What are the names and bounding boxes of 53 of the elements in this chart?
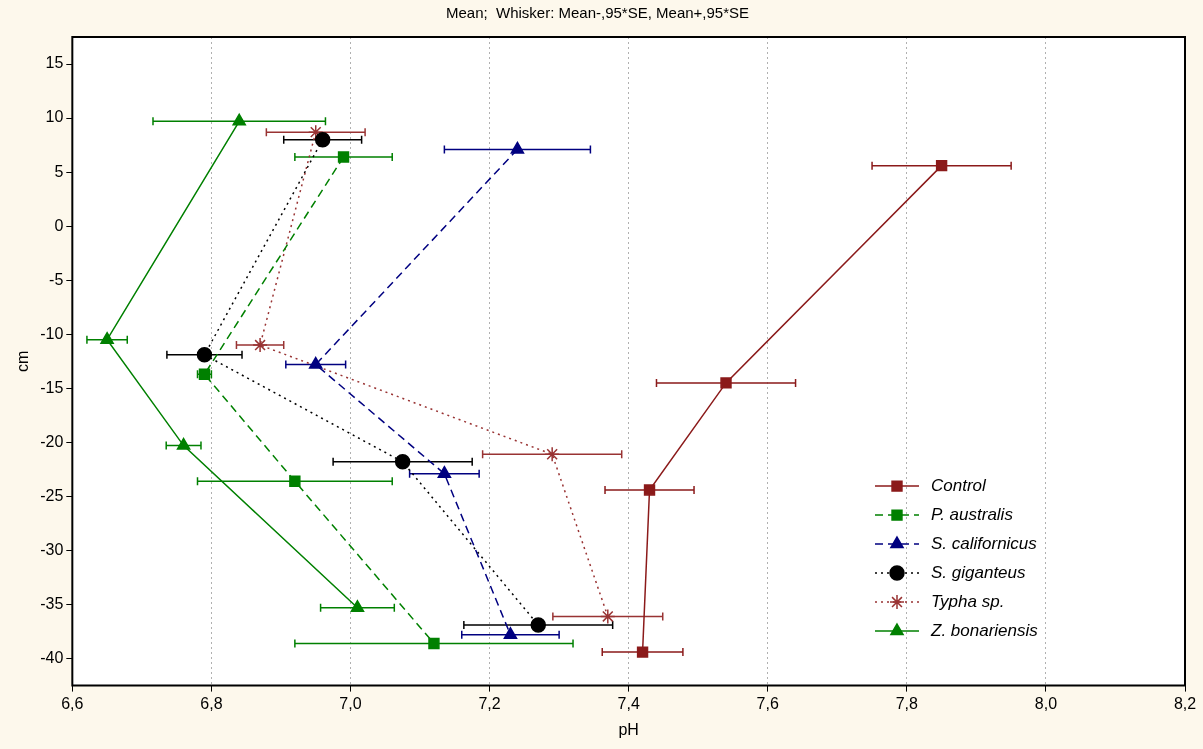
y-tick-label: -10: [40, 324, 64, 342]
x-tick-label: 7,8: [895, 694, 919, 712]
point: [530, 617, 547, 633]
point: [289, 475, 301, 487]
point: [720, 377, 732, 389]
point: [252, 337, 268, 353]
point: [394, 454, 411, 470]
legend-label: Control: [931, 475, 988, 495]
y-tick-label: 5: [54, 162, 64, 180]
point: [510, 141, 525, 154]
point: [437, 465, 452, 478]
x-tick-label: 7,4: [617, 694, 640, 712]
legend-label: S. giganteus: [931, 562, 1027, 582]
y-tick-label: 10: [45, 108, 64, 126]
x-tick-label: 7,0: [339, 694, 362, 712]
y-tick-label: 0: [54, 216, 64, 234]
y-tick-label: -35: [40, 594, 64, 612]
point: [428, 637, 440, 650]
point: [600, 608, 616, 625]
legend-label: P. australis: [931, 504, 1014, 524]
point: [308, 356, 323, 369]
chart-title: Mean; Whisker: Mean-,95*SE, Mean+,95*SE: [445, 4, 750, 22]
point: [350, 600, 365, 613]
x-axis-title: pH: [618, 720, 639, 738]
point: [337, 151, 350, 163]
point: [314, 131, 331, 148]
y-tick-label: -20: [40, 432, 64, 450]
legend-label: S. californicus: [931, 533, 1038, 553]
x-tick-label: 8,0: [1034, 694, 1058, 712]
point: [196, 347, 213, 363]
point: [643, 484, 656, 496]
x-tick-label: 6,6: [61, 694, 84, 712]
point: [176, 437, 191, 450]
x-tick-label: 7,2: [478, 694, 501, 712]
y-tick-label: -25: [40, 486, 64, 504]
y-tick-label: -5: [49, 270, 64, 288]
legend-label: Typha sp.: [931, 591, 1005, 611]
x-tick-label: 6,8: [200, 694, 223, 712]
point: [100, 331, 114, 344]
point: [307, 124, 324, 140]
y-axis-title: cm: [14, 350, 32, 372]
y-tick-label: -30: [40, 540, 64, 558]
point: [503, 627, 518, 640]
point: [544, 446, 560, 463]
x-tick-label: 7,6: [756, 694, 779, 712]
point: [636, 646, 649, 658]
y-tick-label: 15: [45, 54, 64, 72]
y-tick-label: -15: [40, 378, 64, 396]
x-tick-label: 8,2: [1173, 694, 1197, 712]
y-tick-label: -40: [40, 648, 64, 666]
point: [935, 159, 948, 172]
legend-label: Z. bonariensis: [930, 620, 1039, 640]
point: [232, 113, 247, 126]
